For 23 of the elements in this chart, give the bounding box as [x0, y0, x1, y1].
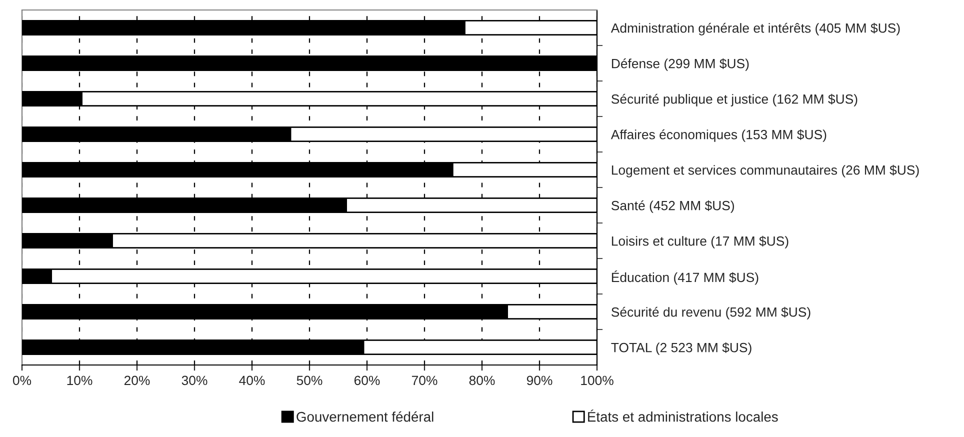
y-tick-label: Santé (452 MM $US)	[611, 200, 734, 213]
x-tick-label: 100%	[581, 376, 614, 386]
x-tick-label: 70%	[412, 376, 438, 386]
legend-label: Gouvernement fédéral	[296, 411, 434, 422]
y-tick-label: Défense (299 MM $US)	[612, 58, 749, 71]
x-tick-label: 10%	[67, 376, 92, 386]
y-tick-label: Logement et services communautaires (26 MM $US)	[612, 164, 919, 178]
x-tick-label: 50%	[296, 376, 322, 386]
x-tick-label: 20%	[124, 376, 150, 386]
y-tick-label: TOTAL (2 523 MM $US)	[611, 342, 752, 355]
y-tick-label: Loisirs et culture (17 MM $US)	[612, 236, 788, 248]
x-tick-label: 60%	[354, 376, 380, 386]
y-tick-label: Sécurité du revenu (592 MM $US)	[611, 306, 810, 320]
x-tick-label: 0%	[12, 376, 32, 386]
x-tick-label: 90%	[526, 376, 552, 386]
y-tick-label: Affaires économiques (153 MM $US)	[610, 129, 826, 142]
y-tick-label: Éducation (417 MM $US)	[612, 270, 758, 285]
x-tick-label: 80%	[469, 376, 495, 386]
y-tick-label: Sécurité publique et justice (162 MM $US)	[611, 94, 858, 106]
x-tick-label: 30%	[182, 376, 208, 386]
legend-label: États et administrations locales	[588, 410, 778, 422]
x-tick-label: 40%	[239, 376, 265, 386]
y-tick-label: Administration générale et intérêts (405 MM $US)	[610, 22, 900, 36]
